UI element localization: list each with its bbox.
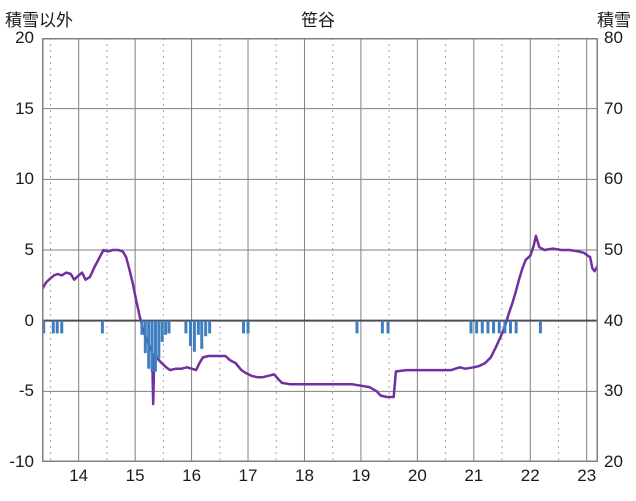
y-right-tick-label: 20 bbox=[604, 452, 623, 471]
x-tick-label: 22 bbox=[520, 466, 540, 485]
precipitation-bars bbox=[42, 320, 542, 372]
y-left-tick-label: 20 bbox=[15, 28, 34, 47]
chart-title: 笹谷 bbox=[301, 11, 335, 30]
right-axis-title: 積雪 bbox=[597, 11, 631, 30]
major-gridlines-y bbox=[42, 38, 598, 462]
left-axis-title: 積雪以外 bbox=[5, 11, 73, 30]
x-tick-label: 16 bbox=[182, 466, 202, 485]
x-tick-label: 15 bbox=[125, 466, 145, 485]
y-right-tick-label: 70 bbox=[604, 98, 623, 118]
y-left-tick-label: -5 bbox=[18, 381, 34, 401]
x-tick-label: 19 bbox=[351, 466, 371, 485]
plot-border bbox=[42, 38, 598, 462]
y-right-tick-label: 40 bbox=[604, 310, 623, 330]
y-left-tick-label: 0 bbox=[24, 310, 34, 330]
x-tick-label: 23 bbox=[577, 466, 597, 485]
y-right-tick-label: 30 bbox=[604, 381, 623, 401]
x-tick-label: 18 bbox=[295, 466, 314, 485]
temperature-line bbox=[42, 234, 598, 406]
x-tick-label: 17 bbox=[238, 466, 258, 485]
x-tick-label: 20 bbox=[407, 466, 427, 485]
y-right-tick-label: 80 bbox=[604, 28, 623, 47]
y-left-tick-label: 15 bbox=[15, 98, 34, 118]
y-right-tick-label: 50 bbox=[604, 240, 623, 259]
y-left-tick-label: 5 bbox=[24, 240, 34, 259]
chart-canvas bbox=[42, 38, 598, 462]
y-left-tick-label: 10 bbox=[15, 169, 34, 189]
y-left-tick-label: -10 bbox=[9, 452, 34, 471]
x-tick-label: 21 bbox=[464, 466, 484, 485]
x-tick-label: 14 bbox=[69, 466, 89, 485]
y-right-tick-label: 60 bbox=[604, 169, 623, 189]
